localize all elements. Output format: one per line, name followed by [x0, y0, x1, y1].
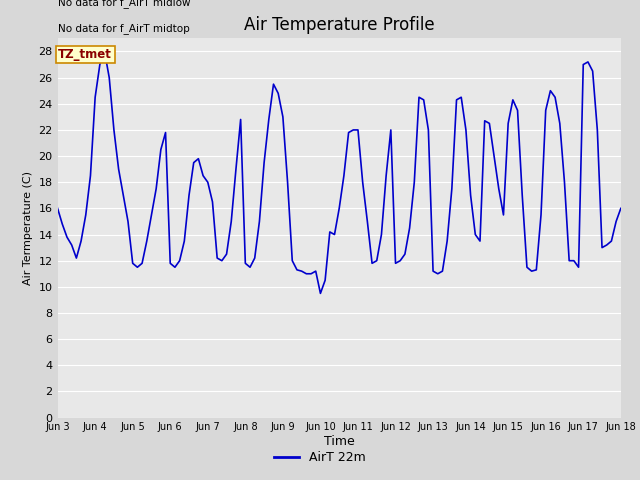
Text: No data for f_AirT midlow: No data for f_AirT midlow: [58, 0, 190, 8]
Y-axis label: Air Termperature (C): Air Termperature (C): [23, 171, 33, 285]
X-axis label: Time: Time: [324, 435, 355, 448]
Text: TZ_tmet: TZ_tmet: [58, 48, 112, 61]
Legend: AirT 22m: AirT 22m: [269, 446, 371, 469]
Title: Air Temperature Profile: Air Temperature Profile: [244, 16, 435, 34]
Text: No data for f_AirT midtop: No data for f_AirT midtop: [58, 23, 189, 34]
